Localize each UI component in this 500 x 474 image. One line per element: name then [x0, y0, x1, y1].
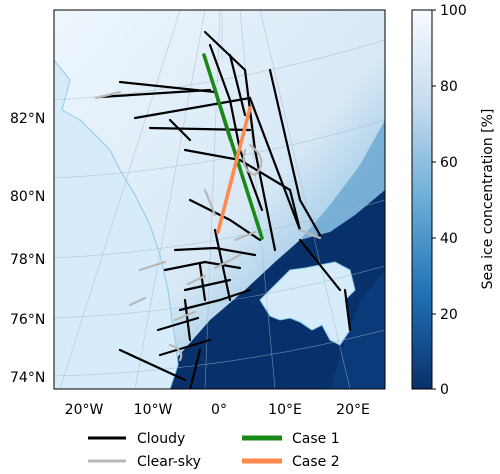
- legend-label-cloudy: Cloudy: [137, 431, 185, 447]
- lon-label-10e: 10°E: [268, 402, 302, 418]
- case-1-track: [202, 53, 264, 240]
- colorbar: 100 80 60 40 20 0 Sea ice concentration …: [411, 3, 496, 398]
- case-tracks: [202, 53, 264, 240]
- lon-label-0: 0°: [211, 402, 227, 418]
- colorbar-gradient: [411, 9, 433, 390]
- longitude-axis: 20°W 10°W 0° 10°E 20°E: [65, 402, 370, 418]
- colorbar-tick-40: 40: [440, 231, 458, 247]
- clear-sky-flight-tracks: [94, 90, 322, 362]
- lat-label-80: 80°N: [10, 189, 45, 205]
- open-ocean-deep: [330, 270, 385, 389]
- colorbar-tick-100: 100: [440, 3, 467, 19]
- case-2-track: [216, 106, 252, 234]
- legend: Cloudy Case 1 Clear-sky Case 2: [88, 431, 340, 470]
- legend-label-case-1: Case 1: [292, 431, 340, 447]
- lon-label-20e: 20°E: [336, 402, 370, 418]
- colorbar-ticks: [432, 9, 436, 390]
- map-panel: [54, 10, 385, 389]
- colorbar-tick-80: 80: [440, 79, 458, 95]
- colorbar-title: Sea ice concentration [%]: [480, 109, 496, 290]
- lat-label-82: 82°N: [10, 111, 45, 127]
- colorbar-tick-0: 0: [440, 382, 449, 398]
- lat-label-76: 76°N: [10, 312, 45, 328]
- colorbar-tick-20: 20: [440, 307, 458, 323]
- lat-label-74: 74°N: [10, 370, 45, 386]
- legend-label-clear-sky: Clear-sky: [137, 454, 201, 470]
- colorbar-tick-60: 60: [440, 155, 458, 171]
- map-frame: [53, 9, 386, 390]
- latitude-axis: 82°N 80°N 78°N 76°N 74°N: [10, 111, 45, 386]
- lon-label-20w: 20°W: [65, 402, 104, 418]
- lon-label-10w: 10°W: [134, 402, 173, 418]
- lat-label-78: 78°N: [10, 252, 45, 268]
- legend-label-case-2: Case 2: [292, 454, 340, 470]
- greenland-landmass: [54, 59, 179, 389]
